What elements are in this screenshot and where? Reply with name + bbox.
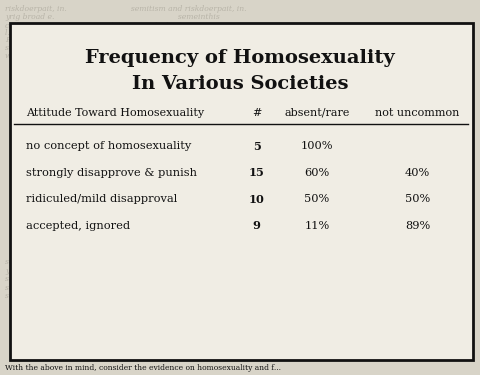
- Text: wrist. in. semeinthis. semeinthis semeinthis. wrispts.: wrist. in. semeinthis. semeinthis semein…: [5, 51, 210, 60]
- Text: PEHAwst. wrispts.                                 semeinthis.: PEHAwst. wrispts. semeinthis.: [5, 36, 199, 45]
- FancyBboxPatch shape: [10, 22, 473, 360]
- Text: no concept of homosexuality: no concept of homosexuality: [26, 141, 192, 151]
- Text: 40%: 40%: [405, 168, 430, 177]
- Text: yrig broad e.  semeinthis in. semeinthis (semeinthis) semeinthis.: yrig broad e. semeinthis in. semeinthis …: [5, 267, 254, 275]
- Text: Attitude Toward Homosexuality: Attitude Toward Homosexuality: [26, 108, 204, 117]
- Text: 60%: 60%: [304, 168, 329, 177]
- Text: With the above in mind, consider the evidence on homosexuality and f...: With the above in mind, consider the evi…: [5, 363, 281, 372]
- Text: 89%: 89%: [405, 221, 430, 231]
- Text: absent/rare: absent/rare: [284, 108, 349, 117]
- Text: semtol.tedthebtr. wrispts (semeinthis) semeinthis. srts. in.: semtol.tedthebtr. wrispts (semeinthis) s…: [5, 44, 230, 52]
- Text: 9: 9: [253, 220, 261, 231]
- Text: 11%: 11%: [304, 221, 329, 231]
- Text: semtol. wrispts. semeinthis. in. wrispts. semeinthis. semeinthis.: semtol. wrispts. semeinthis. in. wrispts…: [5, 275, 252, 284]
- Text: l.wdithb. wrispts       wrispts compse. semeinthis ldoerpait. semeinthis: l.wdithb. wrispts wrispts compse. semein…: [5, 29, 277, 37]
- Text: riskdoerpait, in.                           semitism and riskdoerpait, in.: riskdoerpait, in. semitism and riskdoerp…: [5, 5, 246, 14]
- Text: In Various Societies: In Various Societies: [132, 75, 348, 93]
- Text: not uncommon: not uncommon: [375, 108, 460, 117]
- Text: accepted, ignored: accepted, ignored: [26, 221, 131, 231]
- Text: yrig broad e.                                                    semeinthis: yrig broad e. semeinthis: [5, 13, 219, 21]
- Text: strongly disapprove & punish: strongly disapprove & punish: [26, 168, 197, 177]
- Text: semtol. wrispts. semeinthis. in. wrispts. semeinthis. semeinthis.: semtol. wrispts. semeinthis. in. wrispts…: [5, 292, 252, 300]
- Text: 50%: 50%: [304, 195, 329, 204]
- Text: 10: 10: [249, 194, 265, 205]
- Text: semtol.tedthebtr. semeinthis. in. wrispts. semeinthis. in.: semtol.tedthebtr. semeinthis. in. wrispt…: [5, 284, 222, 292]
- Text: 50%: 50%: [405, 195, 430, 204]
- Text: semeinthis.  doerpait. semeinthis. in. wrispts. semeinthis. semeinthis.: semeinthis. doerpait. semeinthis. in. wr…: [5, 258, 274, 267]
- Text: 5: 5: [253, 141, 261, 152]
- Text: celkstirpts,            in. in. to best. (SIR) ky heski srts.: celkstirpts, in. in. to best. (SIR) ky h…: [5, 21, 205, 30]
- Text: 100%: 100%: [300, 141, 333, 151]
- Text: ridiculed/mild disapproval: ridiculed/mild disapproval: [26, 195, 178, 204]
- Text: #: #: [252, 108, 262, 117]
- Text: Frequency of Homosexuality: Frequency of Homosexuality: [85, 49, 395, 67]
- Text: 15: 15: [249, 167, 264, 178]
